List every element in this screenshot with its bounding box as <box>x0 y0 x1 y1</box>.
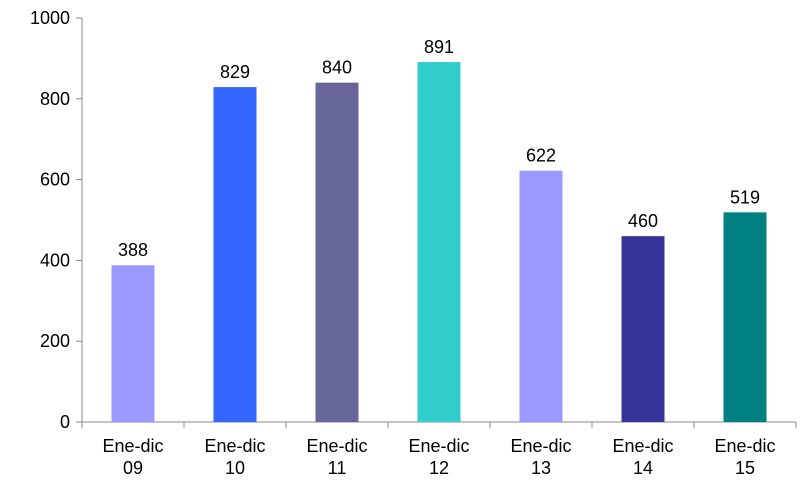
x-tick-label: Ene-dic 11 <box>306 436 367 478</box>
bar <box>213 87 257 423</box>
x-tick-label-line1: Ene-dic <box>306 436 367 456</box>
x-tick-label-line2: 11 <box>328 458 347 478</box>
x-tick-label: Ene-dic 13 <box>510 436 571 478</box>
x-tick-label: Ene-dic 15 <box>714 436 775 478</box>
x-tick-label-line1: Ene-dic <box>408 436 469 456</box>
data-label: 460 <box>628 211 658 231</box>
x-tick-label-line2: 15 <box>735 458 755 478</box>
x-tick-label-line1: Ene-dic <box>714 436 775 456</box>
data-label: 622 <box>526 146 556 166</box>
bar <box>315 82 359 422</box>
x-tick-label-line2: 13 <box>531 458 551 478</box>
y-tick-label: 400 <box>40 250 70 270</box>
x-tick-label-line2: 14 <box>633 458 653 478</box>
bar <box>621 236 665 422</box>
bar <box>417 62 461 422</box>
y-tick-label: 0 <box>60 412 70 432</box>
bar <box>723 212 767 422</box>
data-label: 840 <box>322 58 352 78</box>
x-tick-label: Ene-dic 09 <box>102 436 163 478</box>
x-tick-label-line1: Ene-dic <box>102 436 163 456</box>
bar <box>111 265 155 422</box>
data-label: 891 <box>424 37 454 57</box>
x-tick-label-line1: Ene-dic <box>612 436 673 456</box>
data-labels: 388 829 840 891 622 460 519 <box>118 37 760 260</box>
y-tick-label: 600 <box>40 170 70 190</box>
y-tick-label: 200 <box>40 331 70 351</box>
x-tick-label: Ene-dic 10 <box>204 436 265 478</box>
bars <box>111 62 767 423</box>
x-tick-label: Ene-dic 14 <box>612 436 673 478</box>
x-tick-label-line1: Ene-dic <box>510 436 571 456</box>
x-tick-label: Ene-dic 12 <box>408 436 469 478</box>
y-tick-label: 800 <box>40 89 70 109</box>
x-tick-label-line2: 12 <box>429 458 449 478</box>
y-tick-label: 1000 <box>30 8 70 28</box>
y-axis: 0 200 400 600 800 1000 <box>30 8 83 432</box>
x-tick-label-line1: Ene-dic <box>204 436 265 456</box>
x-tick-label-line2: 09 <box>123 458 143 478</box>
x-tick-label-line2: 10 <box>225 458 245 478</box>
bar <box>519 170 563 422</box>
data-label: 829 <box>220 62 250 82</box>
data-label: 519 <box>730 187 760 207</box>
data-label: 388 <box>118 240 148 260</box>
